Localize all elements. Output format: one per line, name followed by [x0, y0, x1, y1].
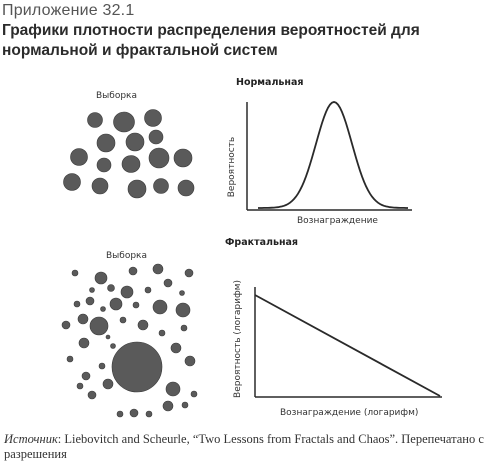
fractal-sample-circle: [81, 371, 91, 381]
fractal-sample-circle: [179, 290, 185, 296]
normal-sample-circle: [148, 147, 170, 169]
fractal-sample-circle: [73, 300, 81, 308]
fractal-sample-circle: [85, 296, 95, 306]
fractal-sample-circle: [110, 343, 116, 349]
fractal-heading: Фрактальная: [225, 237, 299, 248]
fractal-sample-circle: [116, 410, 124, 418]
fractal-sample-circle: [89, 316, 109, 336]
normal-sample-circles: [63, 109, 195, 199]
fractal-sample-circle: [111, 341, 163, 393]
fractal-sample-circle: [77, 313, 89, 325]
fractal-sample-circle: [144, 286, 152, 294]
normal-sample-circle: [96, 133, 116, 153]
fractal-sample-circle: [61, 320, 71, 330]
fractal-sample-circle: [162, 400, 174, 412]
fractal-sample-circle: [158, 329, 166, 337]
fractal-sample-circle: [98, 362, 106, 370]
fractal-sample-circle: [78, 337, 90, 349]
fractal-sample-circle: [128, 266, 138, 276]
normal-sample-circle: [144, 109, 162, 127]
fractal-sample-label: Выборка: [106, 251, 148, 261]
fractal-sample-circle: [152, 299, 168, 315]
normal-sample-circle: [173, 148, 193, 168]
normal-sample-circle: [96, 157, 112, 173]
fractal-sample-circle: [89, 287, 95, 293]
fractal-sample-circle: [137, 319, 149, 331]
fractal-sample-circle: [109, 297, 123, 311]
fractal-sample-circles: [61, 263, 198, 418]
appendix-label: Приложение 32.1: [2, 2, 135, 19]
normal-sample-label: Выборка: [96, 91, 138, 101]
normal-sample-circle: [87, 112, 103, 128]
source-note: Источник: Liebovitch and Scheurle, “Two …: [4, 432, 498, 462]
fractal-line: [254, 294, 441, 397]
normal-sample-circle: [127, 179, 147, 199]
fractal-sample-circle: [120, 285, 134, 299]
normal-sample-circle: [121, 155, 141, 173]
normal-sample-circle: [153, 178, 169, 194]
fractal-sample-circle: [181, 401, 189, 409]
normal-heading: Нормальная: [236, 77, 304, 88]
fractal-sample-circle: [163, 278, 173, 288]
normal-sample-circle: [63, 173, 81, 191]
normal-sample-circle: [91, 177, 109, 195]
normal-x-axis-label: Вознаграждение: [297, 216, 378, 226]
source-text: : Liebovitch and Scheurle, “Two Lessons …: [4, 432, 484, 461]
normal-sample-circle: [125, 132, 145, 152]
fractal-sample-circle: [145, 410, 153, 418]
normal-sample-circle: [70, 148, 88, 166]
fractal-sample-circle: [107, 284, 115, 292]
fractal-sample-circle: [184, 268, 194, 278]
page-title: Графики плотности распределения вероятно…: [2, 22, 420, 59]
normal-sample-circle: [177, 179, 195, 197]
source-prefix: Источник: [4, 432, 58, 446]
fractal-sample-circle: [100, 306, 106, 312]
fractal-sample-circle: [132, 301, 140, 309]
fractal-sample-circle: [184, 355, 196, 367]
fractal-sample-circle: [102, 378, 114, 390]
fractal-sample-circle: [87, 390, 97, 400]
fractal-sample-circle: [105, 334, 111, 340]
fractal-sample-circle: [71, 269, 79, 277]
fractal-sample-circle: [119, 316, 127, 324]
normal-bell-curve: [258, 101, 408, 209]
fractal-sample-circle: [76, 382, 84, 390]
fractal-sample-circle: [180, 324, 188, 332]
fractal-sample-circle: [165, 381, 181, 397]
normal-sample-circle: [148, 129, 164, 145]
fractal-sample-circle: [94, 271, 108, 285]
fractal-sample-circle: [170, 342, 182, 354]
fractal-sample-circle: [66, 355, 74, 363]
normal-sample-circle: [113, 111, 135, 133]
fractal-sample-circle: [152, 263, 164, 275]
fractal-x-axis-label: Вознаграждение (логарифм): [280, 408, 419, 418]
fractal-sample-circle: [129, 408, 139, 418]
fractal-sample-circle: [175, 302, 191, 318]
fractal-sample-circle: [190, 390, 198, 398]
